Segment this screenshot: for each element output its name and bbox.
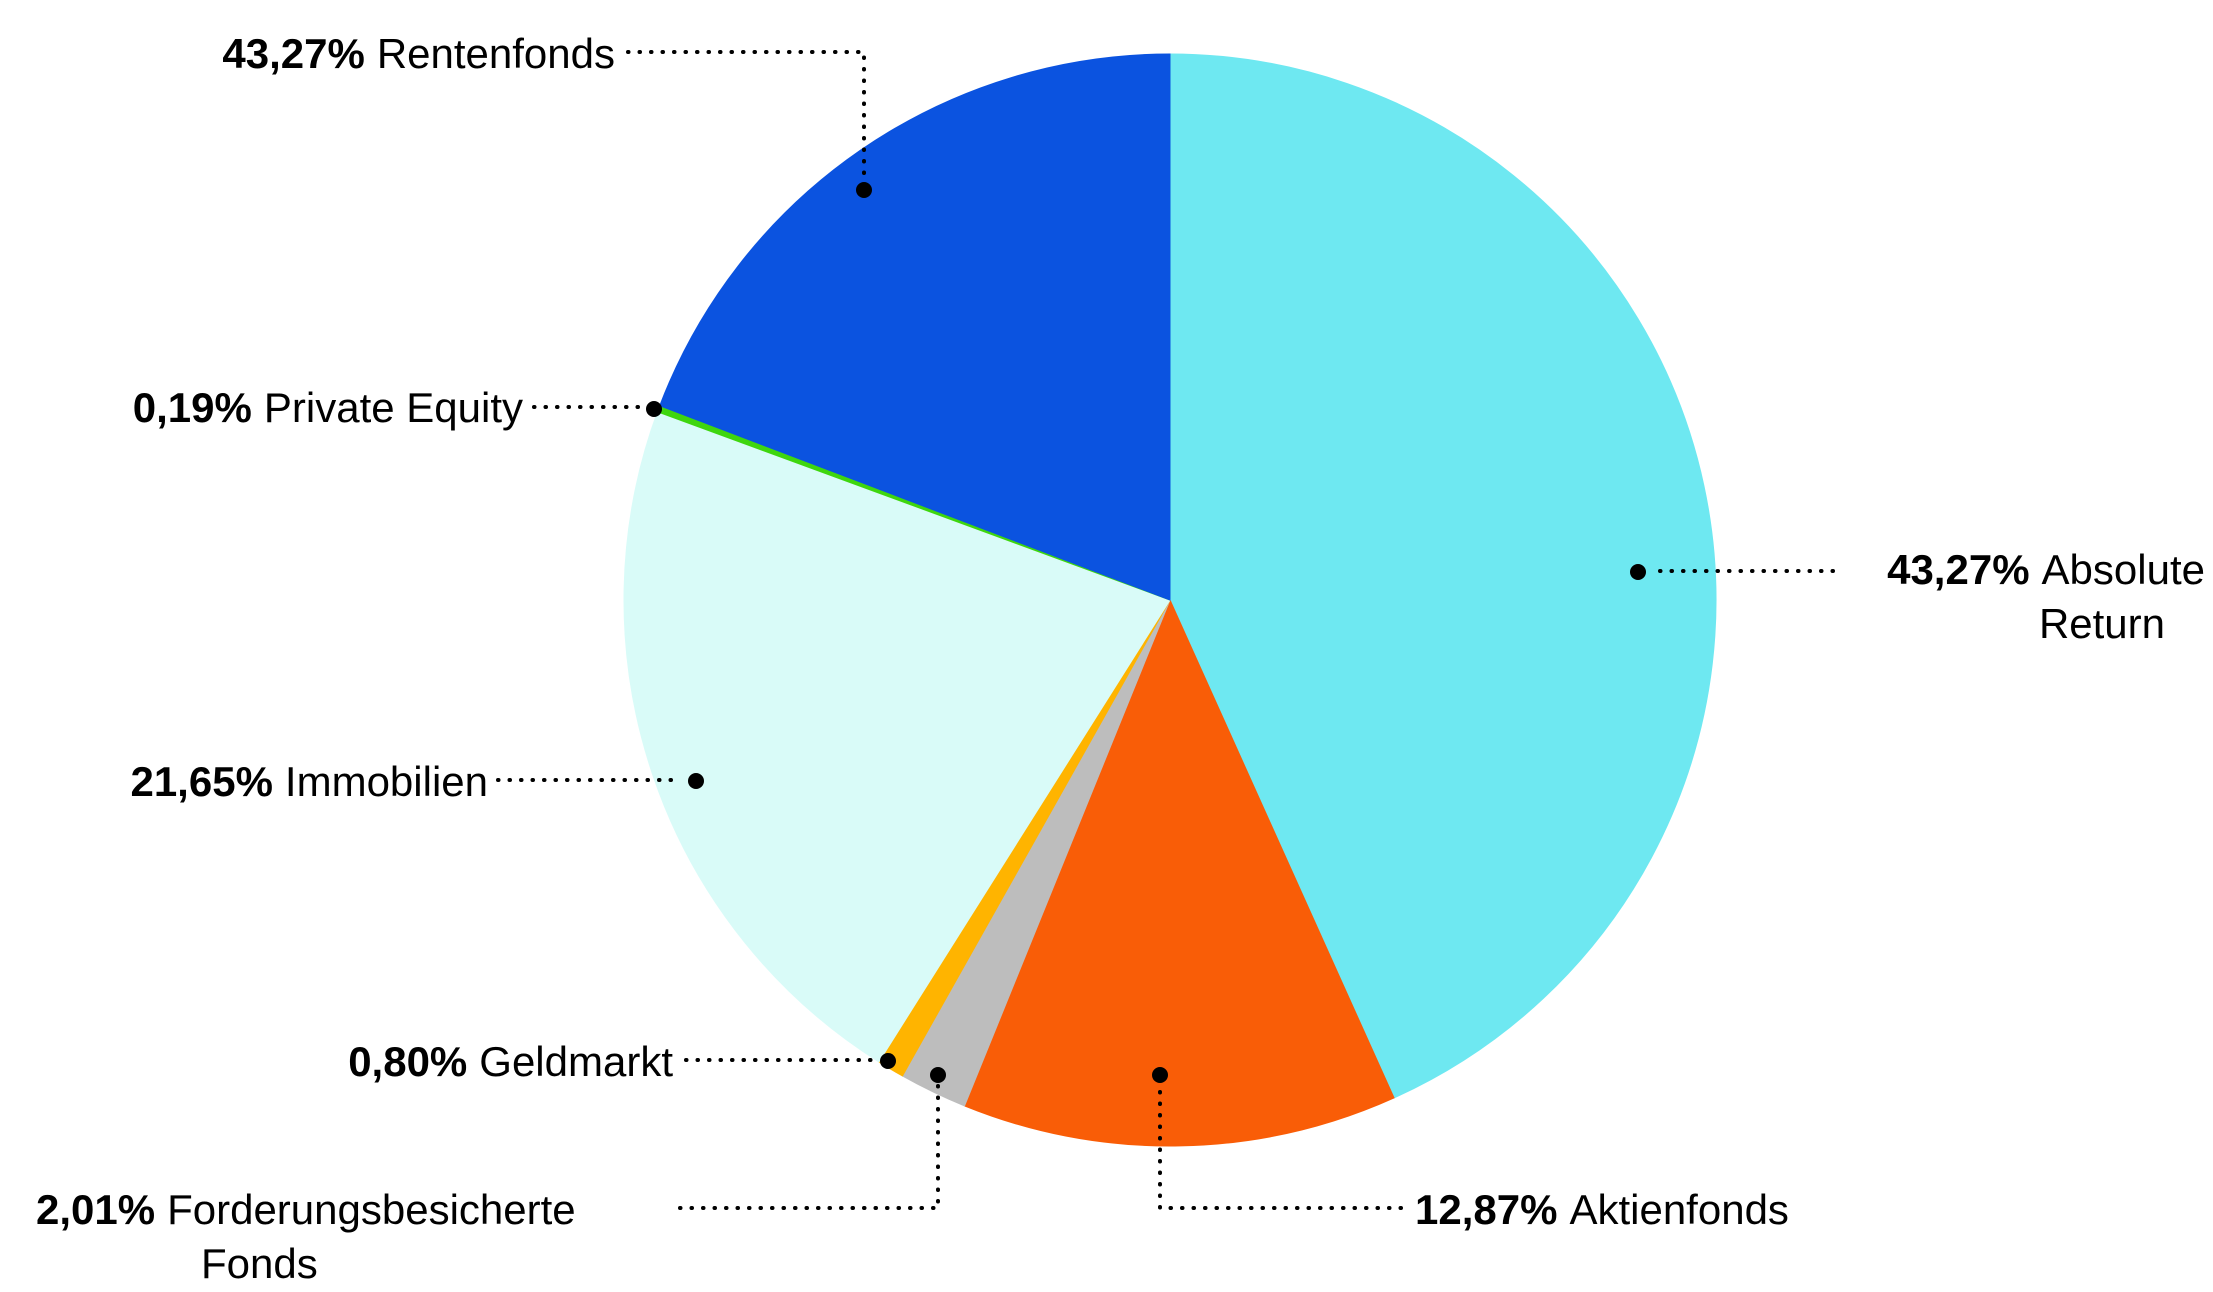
leader-dot-rentenfonds: [856, 182, 872, 198]
label-geldmarkt-pct: 0,80%: [348, 1038, 468, 1085]
label-rentenfonds-name: Rentenfonds: [376, 30, 615, 77]
leader-dot-immobilien: [688, 773, 704, 789]
leader-dot-forderungsbesicherte-fonds: [930, 1067, 946, 1083]
label-absolute-return: 43,27% Absolute Return: [1887, 543, 2205, 651]
label-forderungsbesicherte-fonds-name2: Fonds: [201, 1240, 318, 1287]
label-geldmarkt-name: Geldmarkt: [479, 1038, 673, 1085]
label-geldmarkt: 0,80% Geldmarkt: [348, 1035, 673, 1089]
label-aktienfonds: 12,87% Aktienfonds: [1415, 1183, 1789, 1237]
leader-line-aktienfonds: [1158, 1084, 1403, 1210]
label-absolute-return-line1: 43,27% Absolute: [1887, 543, 2205, 597]
label-forderungsbesicherte-fonds-line1: 2,01% Forderungsbesicherte: [36, 1183, 576, 1237]
label-absolute-return-line2: Return: [1887, 597, 2165, 651]
label-private-equity-name: Private Equity: [263, 384, 523, 431]
pie-slice-aktienfonds: [963, 598, 1395, 1147]
pie-slices: [623, 53, 1717, 1147]
label-rentenfonds-pct: 43,27%: [222, 30, 365, 77]
label-absolute-return-name1: Absolute: [2041, 546, 2205, 593]
label-aktienfonds-name: Aktienfonds: [1569, 1186, 1789, 1233]
leader-dot-private-equity: [646, 401, 662, 417]
label-aktienfonds-pct: 12,87%: [1415, 1186, 1558, 1233]
pie-slice-rentenfonds: [659, 53, 1171, 601]
leader-dot-absolute-return: [1630, 564, 1646, 580]
label-forderungsbesicherte-fonds-pct: 2,01%: [36, 1186, 156, 1233]
pie-slice-absolute-return: [1169, 53, 1717, 1099]
leader-line-rentenfonds: [626, 50, 866, 182]
label-immobilien: 21,65% Immobilien: [130, 755, 488, 809]
label-immobilien-name: Immobilien: [284, 758, 488, 805]
label-forderungsbesicherte-fonds-name1: Forderungsbesicherte: [167, 1186, 576, 1233]
pie-slice-immobilien: [623, 411, 1171, 1063]
leader-dot-aktienfonds: [1152, 1067, 1168, 1083]
label-absolute-return-pct: 43,27%: [1887, 546, 2030, 593]
label-private-equity: 0,19% Private Equity: [133, 381, 523, 435]
label-rentenfonds: 43,27% Rentenfonds: [222, 27, 615, 81]
label-forderungsbesicherte-fonds: 2,01% Forderungsbesicherte Fonds: [36, 1183, 576, 1291]
leader-dot-geldmarkt: [880, 1053, 896, 1069]
label-private-equity-pct: 0,19%: [132, 384, 252, 431]
label-forderungsbesicherte-fonds-line2: Fonds: [201, 1237, 576, 1291]
label-immobilien-pct: 21,65%: [130, 758, 273, 805]
leader-line-forderungsbesicherte-fonds: [678, 1084, 940, 1210]
label-absolute-return-name2: Return: [2038, 600, 2165, 647]
